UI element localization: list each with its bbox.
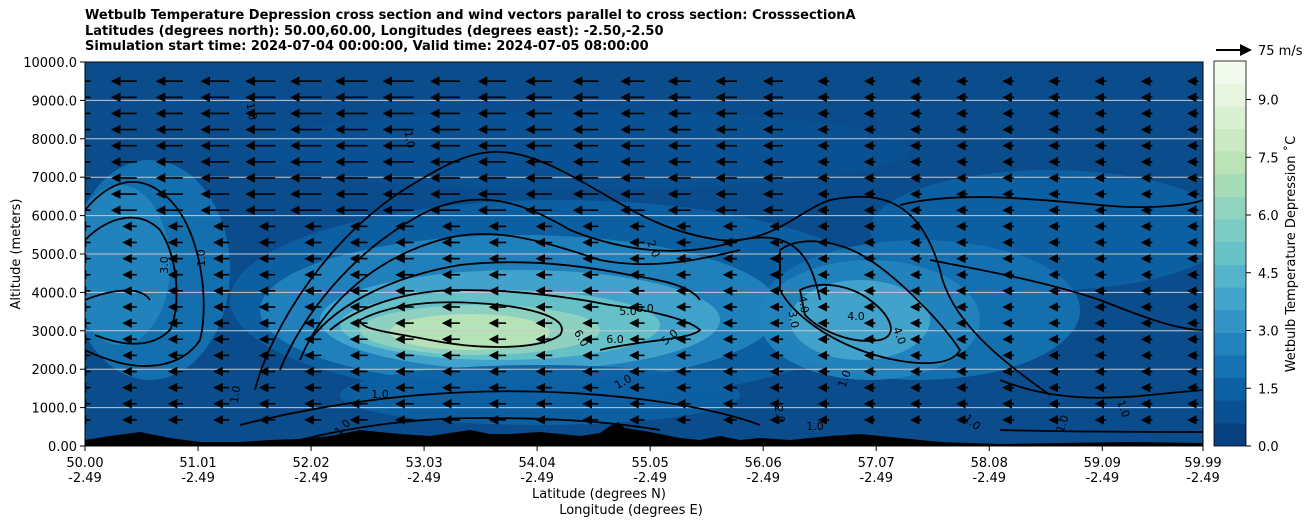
x-tick-label-lat-0: 50.00 xyxy=(66,456,103,471)
title-line-2: Latitudes (degrees north): 50.00,60.00, … xyxy=(85,23,664,39)
x-tick-label-lat-5: 55.05 xyxy=(632,456,669,471)
contour-label-0: 3.0 xyxy=(158,256,171,274)
x-tick-label-lon-10: -2.49 xyxy=(1186,471,1220,486)
contour-line-12 xyxy=(929,259,1203,331)
contour-label-16: 1.0 xyxy=(806,420,824,433)
y-tick-label-6: 6000.0 xyxy=(32,210,78,225)
x-tick-label-lat-10: 59.99 xyxy=(1184,456,1221,471)
y-tick-label-3: 3000.0 xyxy=(32,325,78,340)
x-tick-label-lon-6: -2.49 xyxy=(746,471,780,486)
contour-line-6 xyxy=(85,181,205,367)
colorbar-ticks: 0.0 1.5 3.0 4.5 6.0 7.5 9.0 xyxy=(1246,94,1279,455)
colorbar-tick-label-6: 9.0 xyxy=(1258,94,1279,109)
x-tick-label-lat-4: 54.04 xyxy=(519,456,556,471)
x-tick-label-lat-6: 56.06 xyxy=(745,456,782,471)
y-tick-label-8: 8000.0 xyxy=(32,133,78,148)
plot-area: 3.0 1.01.01.02.05.0 6.06.0 6.0 5.04.04.03.04… xyxy=(85,62,1203,446)
colorbar-tick-label-3: 4.5 xyxy=(1258,267,1279,282)
x-tick-label-lat-8: 58.08 xyxy=(971,456,1008,471)
x-tick-label-lat-7: 57.07 xyxy=(858,456,895,471)
contour-label-1: 1.0 xyxy=(195,249,208,267)
quiver-key: 75 m/s xyxy=(1216,44,1303,59)
y-tick-label-7: 7000.0 xyxy=(32,171,78,186)
contour-fill-13 xyxy=(340,365,740,425)
x-tick-label-lon-2: -2.49 xyxy=(294,471,328,486)
y-tick-label-2: 2000.0 xyxy=(32,363,78,378)
y-tick-label-4: 4000.0 xyxy=(32,286,78,301)
chart-title: Wetbulb Temperature Depression cross sec… xyxy=(85,8,856,55)
x-tick-label-lon-5: -2.49 xyxy=(633,471,667,486)
title-line-1: Wetbulb Temperature Depression cross sec… xyxy=(85,8,856,23)
contour-label-20: 1.0 xyxy=(402,130,418,149)
contour-label-8: 6.0 xyxy=(606,333,624,346)
y-tick-label-1: 1000.0 xyxy=(32,402,78,417)
x-tick-label-lon-0: -2.49 xyxy=(68,471,102,486)
x-tick-label-lat-2: 52.02 xyxy=(292,456,329,471)
x-tick-label-lon-3: -2.49 xyxy=(407,471,441,486)
contour-line-7 xyxy=(85,216,178,345)
colorbar-tick-label-0: 0.0 xyxy=(1258,440,1279,455)
wind-vectors xyxy=(85,76,1199,425)
colorbar-tick-label-2: 3.0 xyxy=(1258,325,1279,340)
colorbar-tick-label-1: 1.5 xyxy=(1258,382,1279,397)
contour-line-11 xyxy=(899,196,1203,208)
x-tick-label-lon-7: -2.49 xyxy=(859,471,893,486)
x-axis-label-lat: Latitude (degrees N) xyxy=(532,487,666,502)
terrain xyxy=(85,422,1203,446)
colorbar: 0.0 1.5 3.0 4.5 6.0 7.5 9.0 Wetbulb Temperatur… xyxy=(1213,60,1299,455)
contour-label-4: 2.0 xyxy=(644,238,662,259)
y-axis: 0.00 1000.0 2000.0 3000.0 4000.0 5000.0 6000.0… xyxy=(23,56,85,455)
contour-line-9 xyxy=(779,240,962,365)
contour-label-6: 6.0 xyxy=(636,302,654,315)
x-tick-label-lat-3: 53.03 xyxy=(405,456,442,471)
colorbar-label: Wetbulb Temperature Depression ˚C xyxy=(1283,136,1299,373)
contour-label-17: 1.0 xyxy=(1054,413,1072,434)
colorbar-fill xyxy=(1213,60,1247,447)
contour-line-5 xyxy=(359,301,563,348)
contour-label-12: 3.0 xyxy=(786,310,802,329)
x-tick-label-lon-8: -2.49 xyxy=(972,471,1006,486)
contour-label-14: 1.0 xyxy=(836,368,854,389)
contour-line-16 xyxy=(299,417,661,441)
contour-line-10 xyxy=(798,283,892,342)
contour-label-10: 4.0 xyxy=(847,310,865,323)
contour-line-3 xyxy=(309,261,701,341)
contour-line-2 xyxy=(299,233,741,361)
contour-line-14 xyxy=(999,429,1203,433)
contour-line-1 xyxy=(279,198,821,371)
x-tick-label-lat-9: 59.09 xyxy=(1084,456,1121,471)
contour-label-5: 5.0 xyxy=(619,305,637,318)
y-tick-label-5: 5000.0 xyxy=(32,248,78,263)
x-tick-label-lon-1: -2.49 xyxy=(181,471,215,486)
y-tick-label-9: 9000.0 xyxy=(32,94,78,109)
x-tick-label-lon-9: -2.49 xyxy=(1085,471,1119,486)
contour-label-13: 4.0 xyxy=(890,325,908,346)
contour-label-2: 1.0 xyxy=(371,388,389,401)
colorbar-tick-label-5: 7.5 xyxy=(1258,151,1279,166)
y-axis-label: Altitude (meters) xyxy=(9,199,24,310)
filled-contours xyxy=(85,110,1203,425)
quiver-key-label: 75 m/s xyxy=(1258,44,1303,59)
colorbar-tick-label-4: 6.0 xyxy=(1258,209,1279,224)
contour-fill-12 xyxy=(390,314,550,350)
contour-label-3: 1.0 xyxy=(228,385,244,404)
x-tick-label-lon-4: -2.49 xyxy=(520,471,554,486)
x-tick-label-lat-1: 51.01 xyxy=(179,456,216,471)
x-axis-label-lon: Longitude (degrees E) xyxy=(559,503,703,518)
title-line-3: Simulation start time: 2024-07-04 00:00:… xyxy=(85,39,649,54)
contour-label-18: 1.0 xyxy=(1114,398,1132,419)
x-axis: 50.00-2.4951.01-2.4952.02-2.4953.03-2.49… xyxy=(66,446,1222,486)
y-tick-label-10: 10000.0 xyxy=(23,56,77,71)
contour-label-11: 4.0 xyxy=(796,295,812,314)
contour-line-0 xyxy=(254,151,1051,396)
y-tick-label-0: 0.00 xyxy=(48,440,77,455)
